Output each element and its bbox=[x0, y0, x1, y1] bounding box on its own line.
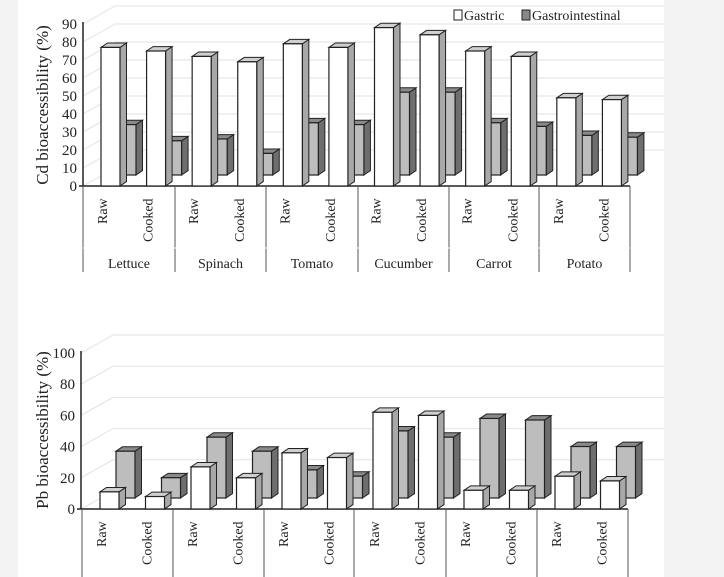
x-category-label: Raw bbox=[187, 197, 202, 224]
legend-label-gastrointestinal: Gastrointestinal bbox=[532, 9, 621, 24]
bar-gastric bbox=[98, 486, 128, 510]
y-tick-label: 40 bbox=[60, 440, 75, 456]
gridline bbox=[80, 365, 664, 385]
bar-gastric bbox=[507, 484, 537, 510]
x-category-label: Cooked bbox=[141, 521, 156, 565]
bar-gastric bbox=[598, 475, 628, 510]
bar-gastrointestinal bbox=[114, 445, 144, 499]
legend-swatch-gastrointestinal bbox=[521, 9, 531, 21]
y-tick-label: 80 bbox=[60, 377, 75, 393]
bar-gastric bbox=[327, 42, 357, 187]
x-category-label: Cooked bbox=[415, 198, 430, 242]
gridline bbox=[80, 334, 664, 354]
x-category-label: Raw bbox=[552, 197, 567, 224]
bar-gastric bbox=[462, 484, 492, 510]
gridline bbox=[82, 5, 664, 25]
x-category-label: Raw bbox=[368, 520, 383, 547]
figure: 0 10 20 30 40 50 60 70 80 90 Cd bioaccessibility (… bbox=[18, 0, 664, 577]
x-category-label: Raw bbox=[186, 520, 201, 547]
y-tick-label: 50 bbox=[62, 89, 77, 105]
y-tick-label: 90 bbox=[62, 17, 77, 33]
x-category-label: Cooked bbox=[596, 521, 611, 565]
y-tick-label: 60 bbox=[62, 71, 77, 87]
x-group-label: Tomato bbox=[291, 257, 334, 272]
x-category-label: Cooked bbox=[414, 521, 429, 565]
legend-label-gastric: Gastric bbox=[464, 9, 504, 24]
bar-gastric bbox=[372, 22, 402, 187]
bar-gastric bbox=[234, 472, 264, 510]
x-category-label: Raw bbox=[370, 197, 385, 224]
y-tick-label: 40 bbox=[62, 107, 77, 123]
x-group-label: Carrot bbox=[476, 257, 512, 272]
x-group-label: Spinach bbox=[198, 257, 243, 272]
bar-gastric bbox=[416, 410, 446, 510]
x-group-label: Cucumber bbox=[374, 257, 433, 272]
bar-gastric bbox=[99, 42, 129, 187]
y-tick-label: 30 bbox=[62, 125, 77, 141]
bar-gastric bbox=[464, 45, 493, 187]
x-category-label: Raw bbox=[278, 197, 293, 224]
bar-gastrointestinal bbox=[478, 413, 508, 499]
bar-gastric bbox=[418, 29, 448, 187]
y-tick-label: 10 bbox=[62, 161, 77, 177]
bar-gastric bbox=[280, 447, 310, 510]
y-tick-label: 60 bbox=[60, 408, 75, 424]
bar-gastric bbox=[281, 38, 311, 187]
gridline bbox=[82, 41, 664, 61]
bar-gastric bbox=[190, 51, 220, 187]
x-category-label: Cooked bbox=[505, 521, 520, 565]
x-category-label: Cooked bbox=[324, 198, 339, 242]
x-category-label: Cooked bbox=[597, 198, 612, 242]
x-category-label: Raw bbox=[96, 197, 111, 224]
x-category-label: Cooked bbox=[232, 521, 247, 565]
x-category-label: Raw bbox=[95, 520, 110, 547]
bar-gastric bbox=[236, 56, 265, 187]
bar-gastric bbox=[325, 452, 355, 510]
y-tick-label: 80 bbox=[62, 35, 77, 51]
bar-gastric bbox=[189, 461, 219, 510]
x-category-label: Raw bbox=[550, 520, 565, 547]
bar-gastric bbox=[371, 406, 401, 510]
x-category-label: Raw bbox=[459, 520, 474, 547]
bar-gastric bbox=[600, 94, 630, 187]
bar-gastric bbox=[555, 92, 584, 187]
bar-gastric bbox=[509, 51, 539, 187]
gridline bbox=[82, 23, 664, 43]
y-tick-label: 100 bbox=[53, 346, 76, 362]
x-category-label: Cooked bbox=[323, 521, 338, 565]
y-axis-title: Cd bioaccessibility (%) bbox=[33, 25, 52, 185]
x-category-label: Cooked bbox=[142, 198, 157, 242]
legend: Gastric Gastrointestinal bbox=[453, 9, 621, 24]
x-category-label: Raw bbox=[277, 520, 292, 547]
legend-swatch-gastric bbox=[453, 9, 463, 21]
bar-gastric bbox=[144, 45, 174, 187]
gridline bbox=[80, 396, 664, 416]
bar-charts: 0 10 20 30 40 50 60 70 80 90 Cd bioaccessibility (… bbox=[33, 5, 664, 577]
x-category-label: Cooked bbox=[233, 198, 248, 242]
y-axis-title: Pb bioaccessibility (%) bbox=[33, 351, 52, 509]
chart-1: 0 10 20 30 40 50 60 70 80 90 Cd bioaccessibility (… bbox=[33, 5, 664, 272]
y-tick-label: 0 bbox=[70, 179, 78, 195]
bar-gastric bbox=[553, 470, 583, 510]
x-category-label: Cooked bbox=[506, 198, 521, 242]
y-tick-label: 70 bbox=[62, 53, 77, 69]
bar-gastric bbox=[143, 491, 173, 510]
x-category-label: Raw bbox=[461, 197, 476, 224]
y-tick-label: 0 bbox=[68, 502, 76, 518]
y-tick-label: 20 bbox=[62, 143, 77, 159]
x-group-label: Potato bbox=[567, 257, 603, 272]
y-tick-label: 20 bbox=[60, 471, 75, 487]
x-group-label: Lettuce bbox=[108, 257, 150, 272]
